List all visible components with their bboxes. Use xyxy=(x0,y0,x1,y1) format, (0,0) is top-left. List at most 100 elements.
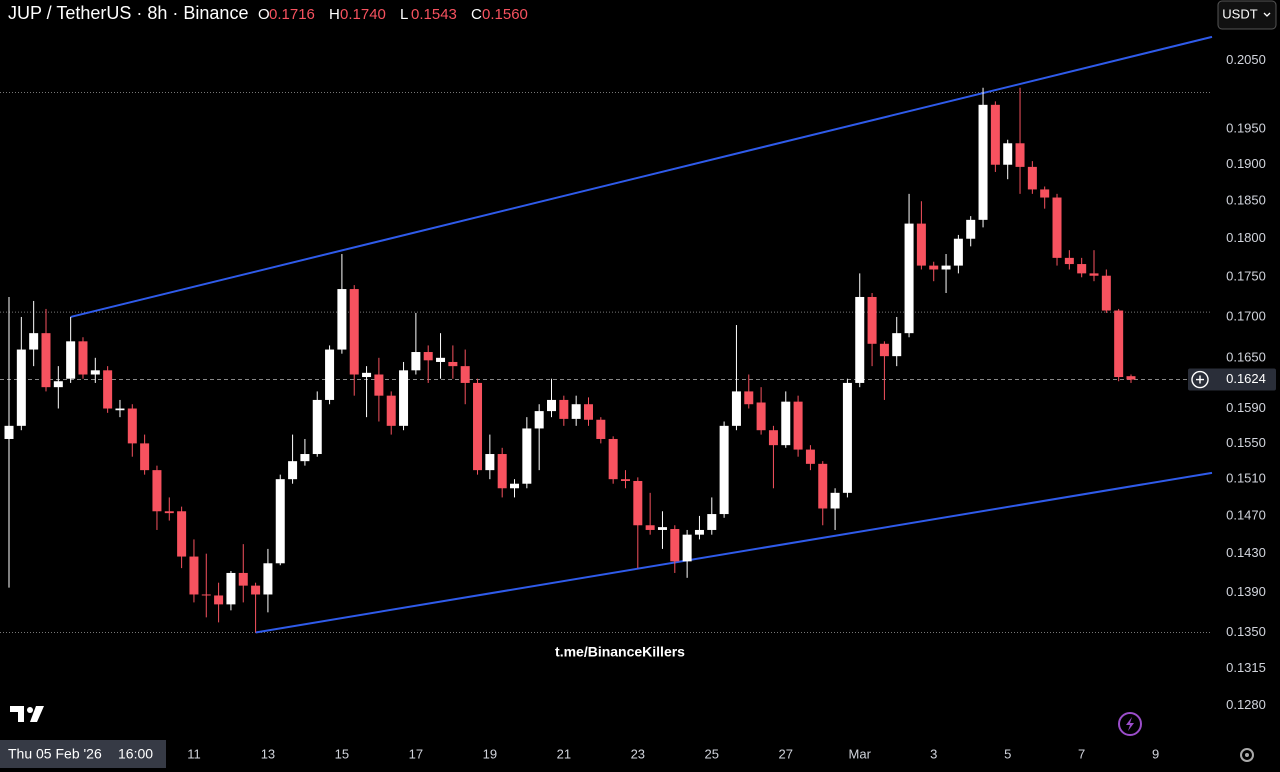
x-tick-label: 7 xyxy=(1078,746,1085,761)
current-price-label: 0.1624 xyxy=(1226,371,1266,386)
candle-body xyxy=(768,430,778,446)
candle-body xyxy=(559,399,569,419)
candle-body xyxy=(460,366,470,383)
ohlc-value: 0.1740 xyxy=(340,6,386,23)
x-tick-label: 25 xyxy=(705,746,719,761)
ohlc-value: 0.1716 xyxy=(269,6,315,23)
candle-body xyxy=(473,382,483,471)
y-tick-label: 0.1280 xyxy=(1226,697,1266,712)
y-tick-label: 0.2050 xyxy=(1226,52,1266,67)
candle-body xyxy=(16,349,26,426)
candle-body xyxy=(1101,275,1111,311)
candle-body xyxy=(115,408,125,411)
y-tick-label: 0.1470 xyxy=(1226,507,1266,522)
tv-logo xyxy=(10,706,44,722)
candle-body xyxy=(140,443,150,471)
candle-body xyxy=(164,511,174,514)
candle-body xyxy=(793,401,803,450)
candle-body xyxy=(238,572,248,586)
candle-body xyxy=(53,381,63,388)
candle-body xyxy=(275,479,285,564)
candle-body xyxy=(522,428,532,484)
trend-line xyxy=(255,471,1213,634)
candle-body xyxy=(1064,257,1074,265)
candle-body xyxy=(583,404,593,420)
y-tick-label: 0.1900 xyxy=(1226,156,1266,171)
candle-body xyxy=(103,370,113,409)
candle-body xyxy=(201,594,211,596)
candle-body xyxy=(66,341,76,379)
y-tick-label: 0.1650 xyxy=(1226,349,1266,364)
candle-body xyxy=(978,104,988,220)
y-tick-label: 0.1850 xyxy=(1226,193,1266,208)
candle-body xyxy=(177,511,187,557)
y-tick-label: 0.1430 xyxy=(1226,545,1266,560)
candle-body xyxy=(152,470,162,512)
candle-body xyxy=(436,357,446,362)
plus xyxy=(1196,375,1204,384)
candle-body xyxy=(510,483,520,489)
current-price-box xyxy=(1188,368,1276,391)
y-tick-label: 0.1750 xyxy=(1226,269,1266,284)
candle-body xyxy=(608,438,618,480)
candle-body xyxy=(189,556,199,595)
candle-body xyxy=(1052,197,1062,258)
candle-body xyxy=(781,401,791,446)
x-tick-label: 11 xyxy=(187,746,201,761)
candle-body xyxy=(966,219,976,239)
candle-body xyxy=(1003,143,1013,165)
crosshair-time: 16:00 xyxy=(118,746,153,762)
currency-button[interactable] xyxy=(1217,0,1277,30)
candle-body xyxy=(485,454,495,471)
candle-body xyxy=(657,527,667,530)
candle-body xyxy=(90,370,100,375)
candle-body xyxy=(867,296,877,344)
candle-body xyxy=(1040,189,1050,198)
x-tick-label: 9 xyxy=(1152,746,1159,761)
candle-body xyxy=(4,425,14,439)
candle-body xyxy=(325,349,335,400)
y-tick-label: 0.1800 xyxy=(1226,230,1266,245)
candle-body xyxy=(263,563,273,595)
x-tick-label: 3 xyxy=(930,746,937,761)
chart-title: JUP / TetherUS · 8h · Binance xyxy=(8,3,248,23)
candle-body xyxy=(855,296,865,383)
lightning-button[interactable] xyxy=(1118,712,1142,736)
candle-body xyxy=(707,514,717,530)
x-tick-label: Mar xyxy=(849,746,872,761)
candle-body xyxy=(719,425,729,515)
candle-body xyxy=(547,399,557,412)
candle-body xyxy=(1015,143,1025,167)
candle-body xyxy=(1027,166,1037,190)
candle-body xyxy=(694,529,704,535)
candle-body xyxy=(534,411,544,429)
candle-body xyxy=(731,391,741,426)
add-alert-button[interactable] xyxy=(1191,370,1209,389)
candle-body xyxy=(1077,264,1087,274)
candle-body xyxy=(756,402,766,431)
chevron xyxy=(1263,12,1271,17)
candle-body xyxy=(288,461,298,480)
candle-body xyxy=(41,333,51,388)
candle-body xyxy=(842,382,852,493)
y-tick-label: 0.1315 xyxy=(1226,660,1266,675)
ohlc-key: O xyxy=(258,6,270,23)
y-tick-label: 0.1390 xyxy=(1226,584,1266,599)
candle-body xyxy=(300,454,310,462)
ohlc-value: 0.1560 xyxy=(482,6,528,23)
x-tick-label: 13 xyxy=(261,746,275,761)
candle-body xyxy=(448,361,458,367)
candle-body xyxy=(929,265,939,270)
x-tick-label: 23 xyxy=(631,746,645,761)
settings-button[interactable] xyxy=(1240,748,1254,762)
candle-body xyxy=(904,223,914,334)
candle-body xyxy=(670,529,680,562)
currency-label[interactable]: USDT xyxy=(1222,6,1257,21)
x-tick-label: 5 xyxy=(1004,746,1011,761)
candle-body xyxy=(941,265,951,270)
candle-body xyxy=(337,289,347,350)
candle-body xyxy=(78,341,88,375)
candle-body xyxy=(879,343,889,357)
